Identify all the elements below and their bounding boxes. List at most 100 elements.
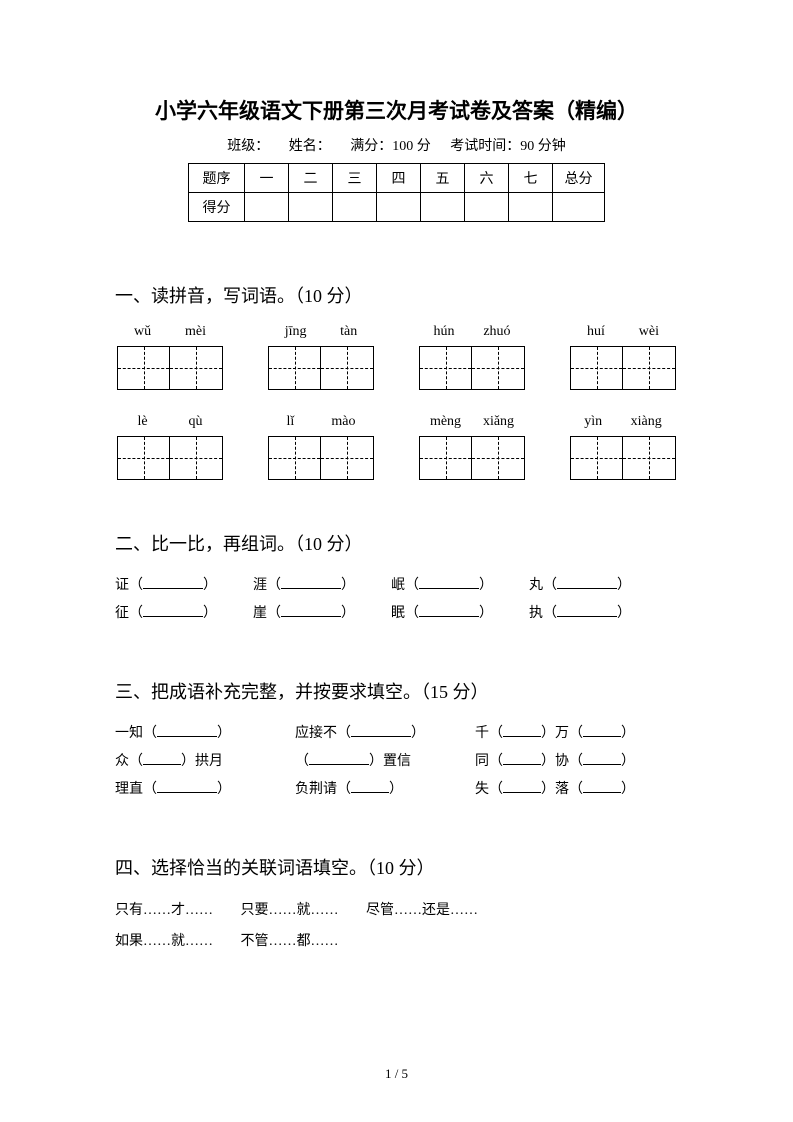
pinyin: mèi (185, 324, 206, 340)
page-title: 小学六年级语文下册第三次月考试卷及答案（精编） (115, 95, 678, 125)
blank (281, 603, 341, 617)
pinyin: lè (137, 414, 147, 430)
idiom-text: 同（ (475, 754, 503, 769)
class-label: 班级： (227, 139, 269, 154)
idiom-text: 负荆请（ (295, 782, 351, 797)
char: 眠（ (391, 606, 419, 621)
idiom-item: 千（）万（） (475, 720, 655, 748)
char-box-group (268, 346, 374, 390)
pinyin-group: jīng tàn (268, 324, 374, 340)
exam-info: 班级： 姓名： 满分：100 分 考试时间：90 分钟 (115, 135, 678, 155)
idiom-text: ）万（ (541, 726, 583, 741)
conjunction: 如果……就…… (115, 934, 213, 949)
idiom-text: 理直（ (115, 782, 157, 797)
col-header: 六 (465, 164, 509, 193)
pinyin: hún (433, 324, 454, 340)
char-box-group (117, 436, 223, 480)
pinyin: zhuó (483, 324, 510, 340)
idiom-item: 一知（） (115, 720, 295, 748)
pinyin: yìn (584, 414, 602, 430)
blank (503, 779, 541, 793)
pinyin: wèi (639, 324, 659, 340)
idiom-text: ） (621, 726, 635, 741)
char-box (419, 436, 472, 480)
idiom-text: 应接不（ (295, 726, 351, 741)
pinyin-group: hún zhuó (419, 324, 525, 340)
char-box-row (115, 346, 678, 390)
idiom-item: 同（）协（） (475, 748, 655, 776)
fill-item: 崖（ ） (253, 600, 391, 628)
idiom-text: ） (217, 782, 231, 797)
char-box (321, 436, 374, 480)
blank (351, 779, 389, 793)
char-box (570, 346, 623, 390)
score-cell (553, 193, 605, 222)
char-box (623, 346, 676, 390)
blank (419, 575, 479, 589)
idiom-row: 理直（）负荆请（）失（）落（） (115, 776, 678, 804)
fill-item: 执（） (529, 600, 667, 628)
paren: ） (617, 578, 631, 593)
pinyin: lǐ (287, 414, 295, 430)
pinyin-group: huí wèi (570, 324, 676, 340)
blank (157, 779, 217, 793)
conjunction: 不管……都…… (241, 934, 339, 949)
idiom-text: ）落（ (541, 782, 583, 797)
fill-item: 丸（ ） (529, 572, 667, 600)
col-header: 四 (377, 164, 421, 193)
pinyin: tàn (340, 324, 357, 340)
fill-row: 征（） 崖（ ） 眠（ ） 执（） (115, 600, 678, 628)
table-row: 题序 一 二 三 四 五 六 七 总分 (189, 164, 605, 193)
blank (503, 723, 541, 737)
idiom-text: ） (411, 726, 425, 741)
conjunction: 只有……才…… (115, 903, 213, 918)
row-label: 得分 (189, 193, 245, 222)
idiom-item: 应接不（ ） (295, 720, 475, 748)
char-box (419, 346, 472, 390)
idiom-text: ）置信 (369, 754, 411, 769)
pinyin-group: lè qù (117, 414, 223, 430)
score-cell (377, 193, 421, 222)
char: 崖（ (253, 606, 281, 621)
pinyin: xiàng (631, 414, 662, 430)
idiom-item: 负荆请（） (295, 776, 475, 804)
char-box-row (115, 436, 678, 480)
conjunction-row: 只有……才…… 只要……就…… 尽管……还是…… (115, 896, 678, 927)
score-table: 题序 一 二 三 四 五 六 七 总分 得分 (188, 163, 605, 222)
exam-time: 考试时间：90 分钟 (450, 139, 566, 154)
pinyin: xiǎng (483, 414, 514, 430)
fill-row: 证（） 涯（） 岷（） 丸（） (115, 572, 678, 600)
blank (309, 751, 369, 765)
page-number: 1 / 5 (0, 1066, 793, 1082)
pinyin: huí (587, 324, 605, 340)
char: 丸（ (529, 578, 557, 593)
char-box (472, 346, 525, 390)
score-cell (421, 193, 465, 222)
col-header: 七 (509, 164, 553, 193)
idiom-text: ） (621, 782, 635, 797)
char-box-group (419, 436, 525, 480)
pinyin-group: mèng xiǎng (419, 414, 525, 430)
col-header: 三 (333, 164, 377, 193)
char-box (268, 346, 321, 390)
char-box (570, 436, 623, 480)
full-score: 满分：100 分 (350, 139, 431, 154)
char: 涯（ (253, 578, 281, 593)
char: 执（ (529, 606, 557, 621)
idiom-text: ）协（ (541, 754, 583, 769)
idiom-row: 众（）拱月（）置信同（）协（） (115, 748, 678, 776)
score-cell (289, 193, 333, 222)
pinyin-group: lǐ mào (268, 414, 374, 430)
blank (557, 575, 617, 589)
blank (143, 603, 203, 617)
col-header: 五 (421, 164, 465, 193)
section-1: 一、读拼音，写词语。（10 分） wǔ mèi jīng tàn hún zhu… (115, 282, 678, 480)
idiom-row: 一知（）应接不（）千（）万（） (115, 720, 678, 748)
fill-item: 涯（） (253, 572, 391, 600)
char: 征（ (115, 606, 143, 621)
pinyin: wǔ (134, 324, 151, 340)
paren: ） (479, 578, 493, 593)
fill-item: 征（） (115, 600, 253, 628)
paren: ） (341, 606, 355, 621)
paren: ） (479, 606, 493, 621)
